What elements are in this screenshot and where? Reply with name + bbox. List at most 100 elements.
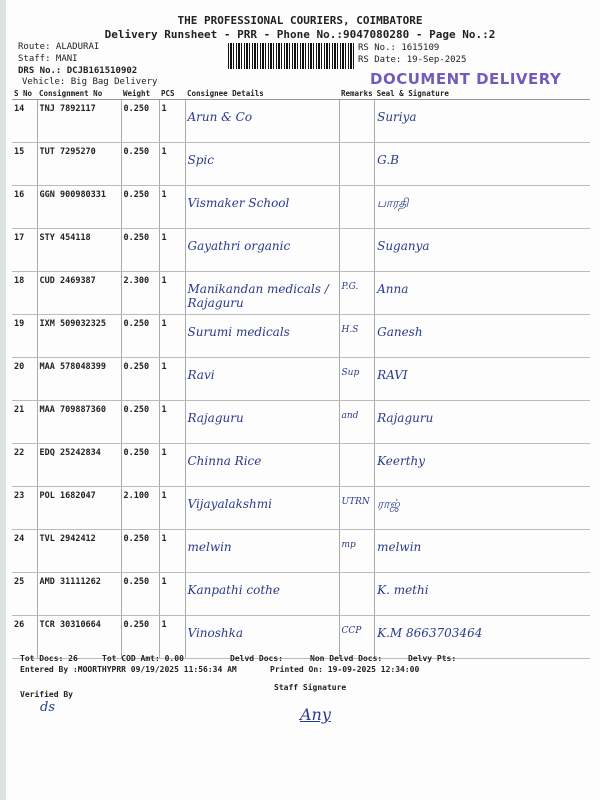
weight: 0.250 (121, 572, 160, 616)
tot-docs: Tot Docs: 26 (20, 654, 78, 663)
pcs: 1 (159, 486, 186, 530)
consignee-details: Vinoshka (185, 615, 340, 659)
sno: 22 (12, 443, 38, 487)
pcs: 1 (159, 357, 186, 401)
weight: 0.250 (121, 228, 160, 272)
col-consignment: Consignment No (37, 88, 121, 100)
consignment-no: CUD 2469387 (37, 271, 122, 315)
pcs: 1 (159, 529, 186, 573)
seal-signature: K.M 8663703464 (374, 615, 590, 659)
remarks (339, 185, 376, 229)
remarks: P.G. (339, 271, 376, 315)
pcs: 1 (159, 615, 186, 659)
weight: 0.250 (121, 142, 160, 186)
runsheet-table: S No Consignment No Weight PCS Consignee… (12, 88, 590, 659)
pcs: 1 (159, 99, 186, 143)
sno: 25 (12, 572, 38, 616)
pcs: 1 (159, 142, 186, 186)
consignment-no: IXM 509032325 (37, 314, 122, 358)
non-delvd-docs: Non Delvd Docs: (310, 654, 383, 663)
consignment-no: MAA 578048399 (37, 357, 122, 401)
sno: 26 (12, 615, 38, 659)
pcs: 1 (159, 314, 186, 358)
seal-signature: Keerthy (374, 443, 590, 487)
sno: 16 (12, 185, 38, 229)
weight: 0.250 (121, 185, 160, 229)
seal-signature: Ganesh (374, 314, 590, 358)
staff: Staff: MANI (18, 54, 78, 64)
document-title: Delivery Runsheet - PRR - Phone No.:9047… (104, 28, 496, 41)
remarks: CCP (339, 615, 376, 659)
drs-no: DRS No.: DCJB161510902 (18, 66, 138, 76)
document-delivery-stamp: DOCUMENT DELIVERY (370, 70, 562, 88)
sno: 20 (12, 357, 38, 401)
seal-signature: Rajaguru (374, 400, 590, 444)
weight: 2.100 (121, 486, 160, 530)
consignee-details: Vismaker School (185, 185, 340, 229)
consignee-details: Manikandan medicals / Rajaguru (185, 271, 340, 315)
pcs: 1 (159, 185, 186, 229)
table-row: 26 TCR 30310664 0.250 1 Vinoshka CCP K.M 86637… (12, 615, 590, 659)
sno: 23 (12, 486, 38, 530)
consignee-details: Ravi (185, 357, 340, 401)
consignment-no: EDQ 25242834 (37, 443, 122, 487)
verified-signature: ds (40, 700, 55, 715)
company-name: THE PROFESSIONAL COURIERS, COIMBATORE (177, 14, 423, 27)
sno: 18 (12, 271, 38, 315)
pcs: 1 (159, 271, 186, 315)
table-row: 20 MAA 578048399 0.250 1 Ravi Sup RAVI (12, 357, 590, 401)
consignee-details: Arun & Co (185, 99, 340, 143)
consignment-no: POL 1682047 (37, 486, 122, 530)
seal-signature: melwin (374, 529, 590, 573)
remarks (339, 142, 376, 186)
table-header: S No Consignment No Weight PCS Consignee… (12, 88, 590, 100)
seal-signature: Anna (374, 271, 590, 315)
seal-signature: ராஜ் (374, 486, 590, 530)
consignee-details: Gayathri organic (185, 228, 340, 272)
consignee-details: Spic (185, 142, 340, 186)
consignment-no: STY 454118 (37, 228, 122, 272)
consignee-details: melwin (185, 529, 340, 573)
remarks (339, 572, 376, 616)
tot-cod: Tot COD Amt: 0.00 (102, 654, 184, 663)
staff-signature: Any (300, 705, 331, 724)
barcode (228, 43, 356, 69)
remarks: UTRN (339, 486, 376, 530)
verified-by-label: Verified By (20, 690, 73, 699)
sno: 15 (12, 142, 38, 186)
consignee-details: Kanpathi cothe (185, 572, 340, 616)
table-row: 23 POL 1682047 2.100 1 Vijayalakshmi UTRN ராஜ் (12, 486, 590, 530)
weight: 0.250 (121, 529, 160, 573)
consignment-no: TVL 2942412 (37, 529, 122, 573)
consignment-no: TCR 30310664 (37, 615, 122, 659)
pcs: 1 (159, 443, 186, 487)
seal-signature: பாரதி (374, 185, 590, 229)
table-row: 19 IXM 509032325 0.250 1 Surumi medicals H.S G… (12, 314, 590, 358)
col-weight: Weight (121, 88, 159, 100)
weight: 0.250 (121, 314, 160, 358)
col-sno: S No (12, 88, 37, 100)
remarks: mp (339, 529, 376, 573)
rs-date: RS Date: 19-Sep-2025 (358, 55, 467, 65)
table-row: 16 GGN 900980331 0.250 1 Vismaker School பாரத… (12, 185, 590, 229)
remarks: Sup (339, 357, 376, 401)
remarks: H.S (339, 314, 376, 358)
sno: 24 (12, 529, 38, 573)
seal-signature: Suriya (374, 99, 590, 143)
col-consignee: Consignee Details (185, 88, 339, 100)
weight: 0.250 (121, 615, 160, 659)
route: Route: ALADURAI (18, 42, 100, 52)
staff-signature-label: Staff Signature (274, 683, 347, 692)
vehicle: Vehicle: Big Bag Delivery (22, 77, 158, 87)
scan-edge (0, 0, 6, 800)
col-pcs: PCS (159, 88, 185, 100)
pcs: 1 (159, 400, 186, 444)
table-row: 24 TVL 2942412 0.250 1 melwin mp melwin (12, 529, 590, 573)
entered-by: Entered By :MOORTHYPRR 09/19/2025 11:56:… (20, 665, 237, 674)
col-remarks: Remarks (339, 88, 375, 100)
consignment-no: TNJ 7892117 (37, 99, 122, 143)
weight: 0.250 (121, 400, 160, 444)
consignee-details: Chinna Rice (185, 443, 340, 487)
consignment-no: TUT 7295270 (37, 142, 122, 186)
remarks (339, 443, 376, 487)
